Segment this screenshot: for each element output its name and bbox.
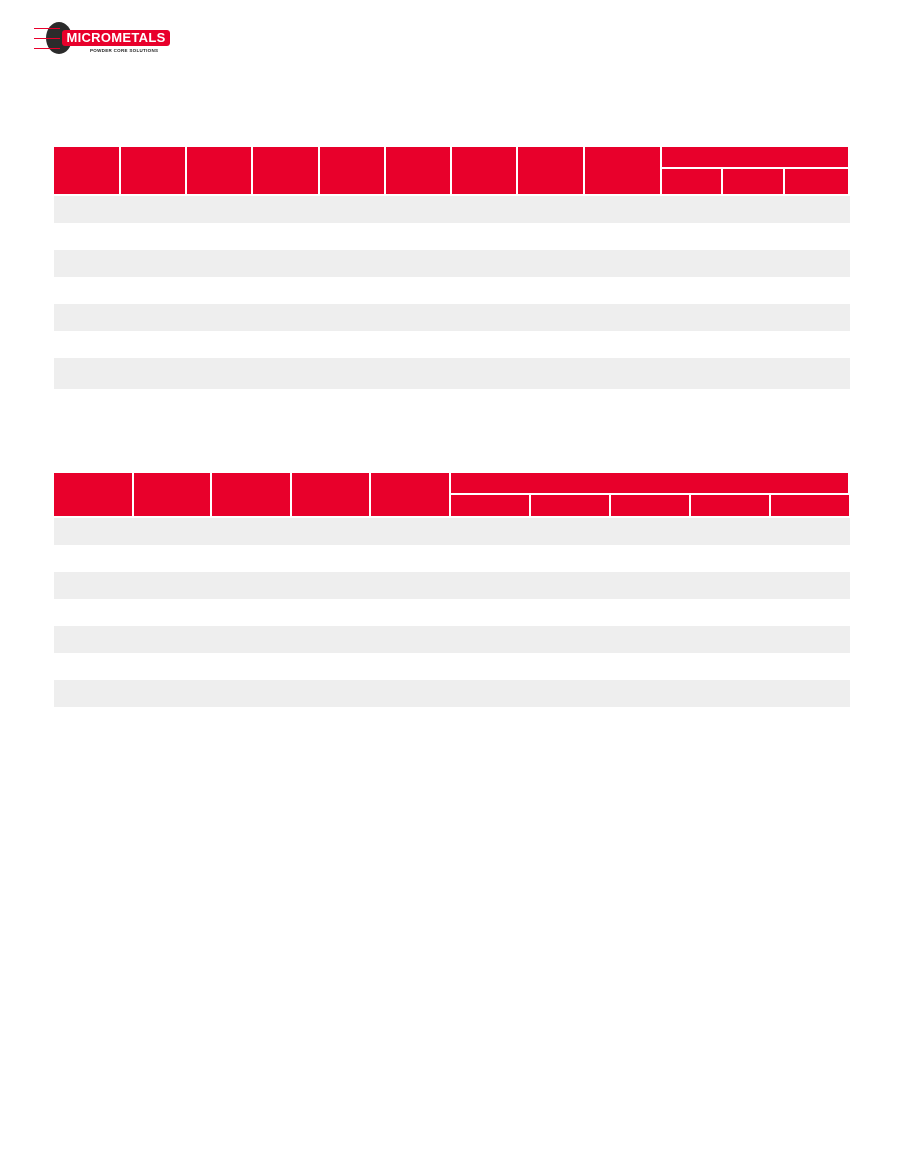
table-row: [54, 599, 850, 626]
header-cell: [253, 147, 320, 196]
table-row: [54, 358, 850, 389]
header-cell: [54, 147, 121, 196]
logo-wordmark: MICROMETALS: [62, 30, 170, 46]
subheader-cell: [662, 169, 723, 196]
coil-wire: [34, 38, 60, 39]
table-row: [54, 680, 850, 707]
header-cell: [121, 147, 187, 196]
header-cell: [518, 147, 585, 196]
header-cell: [54, 473, 134, 518]
header-cell: [320, 147, 386, 196]
table-row: [54, 653, 850, 680]
micrometals-logo: MICROMETALS POWDER CORE SOLUTIONS: [34, 22, 174, 58]
subheader-cell: [771, 495, 851, 518]
table-row: [54, 331, 850, 358]
table-row: [54, 223, 850, 250]
subheader-cell: [451, 495, 531, 518]
subheader-cell: [531, 495, 611, 518]
header-cell: [187, 147, 253, 196]
header-cell: [134, 473, 212, 518]
subheader-cell: [611, 495, 691, 518]
subheader-cell: [691, 495, 771, 518]
header-cell: [386, 147, 452, 196]
subheader-cell: [785, 169, 850, 196]
table-row: [54, 572, 850, 599]
logo-tagline: POWDER CORE SOLUTIONS: [90, 48, 159, 53]
table-row: [54, 626, 850, 653]
table-row: [54, 277, 850, 304]
header-cell: [452, 147, 518, 196]
coil-wire: [34, 28, 60, 29]
header-cell: [212, 473, 292, 518]
group-header-cell: [451, 473, 850, 495]
table-row: [54, 250, 850, 277]
table-row: [54, 545, 850, 572]
header-cell: [371, 473, 451, 518]
table-row: [54, 304, 850, 331]
table-row: [54, 518, 850, 545]
header-cell: [585, 147, 662, 196]
header-cell: [292, 473, 371, 518]
coil-wire: [34, 48, 60, 49]
group-header-cell: [662, 147, 850, 169]
subheader-cell: [723, 169, 785, 196]
table-row: [54, 196, 850, 223]
